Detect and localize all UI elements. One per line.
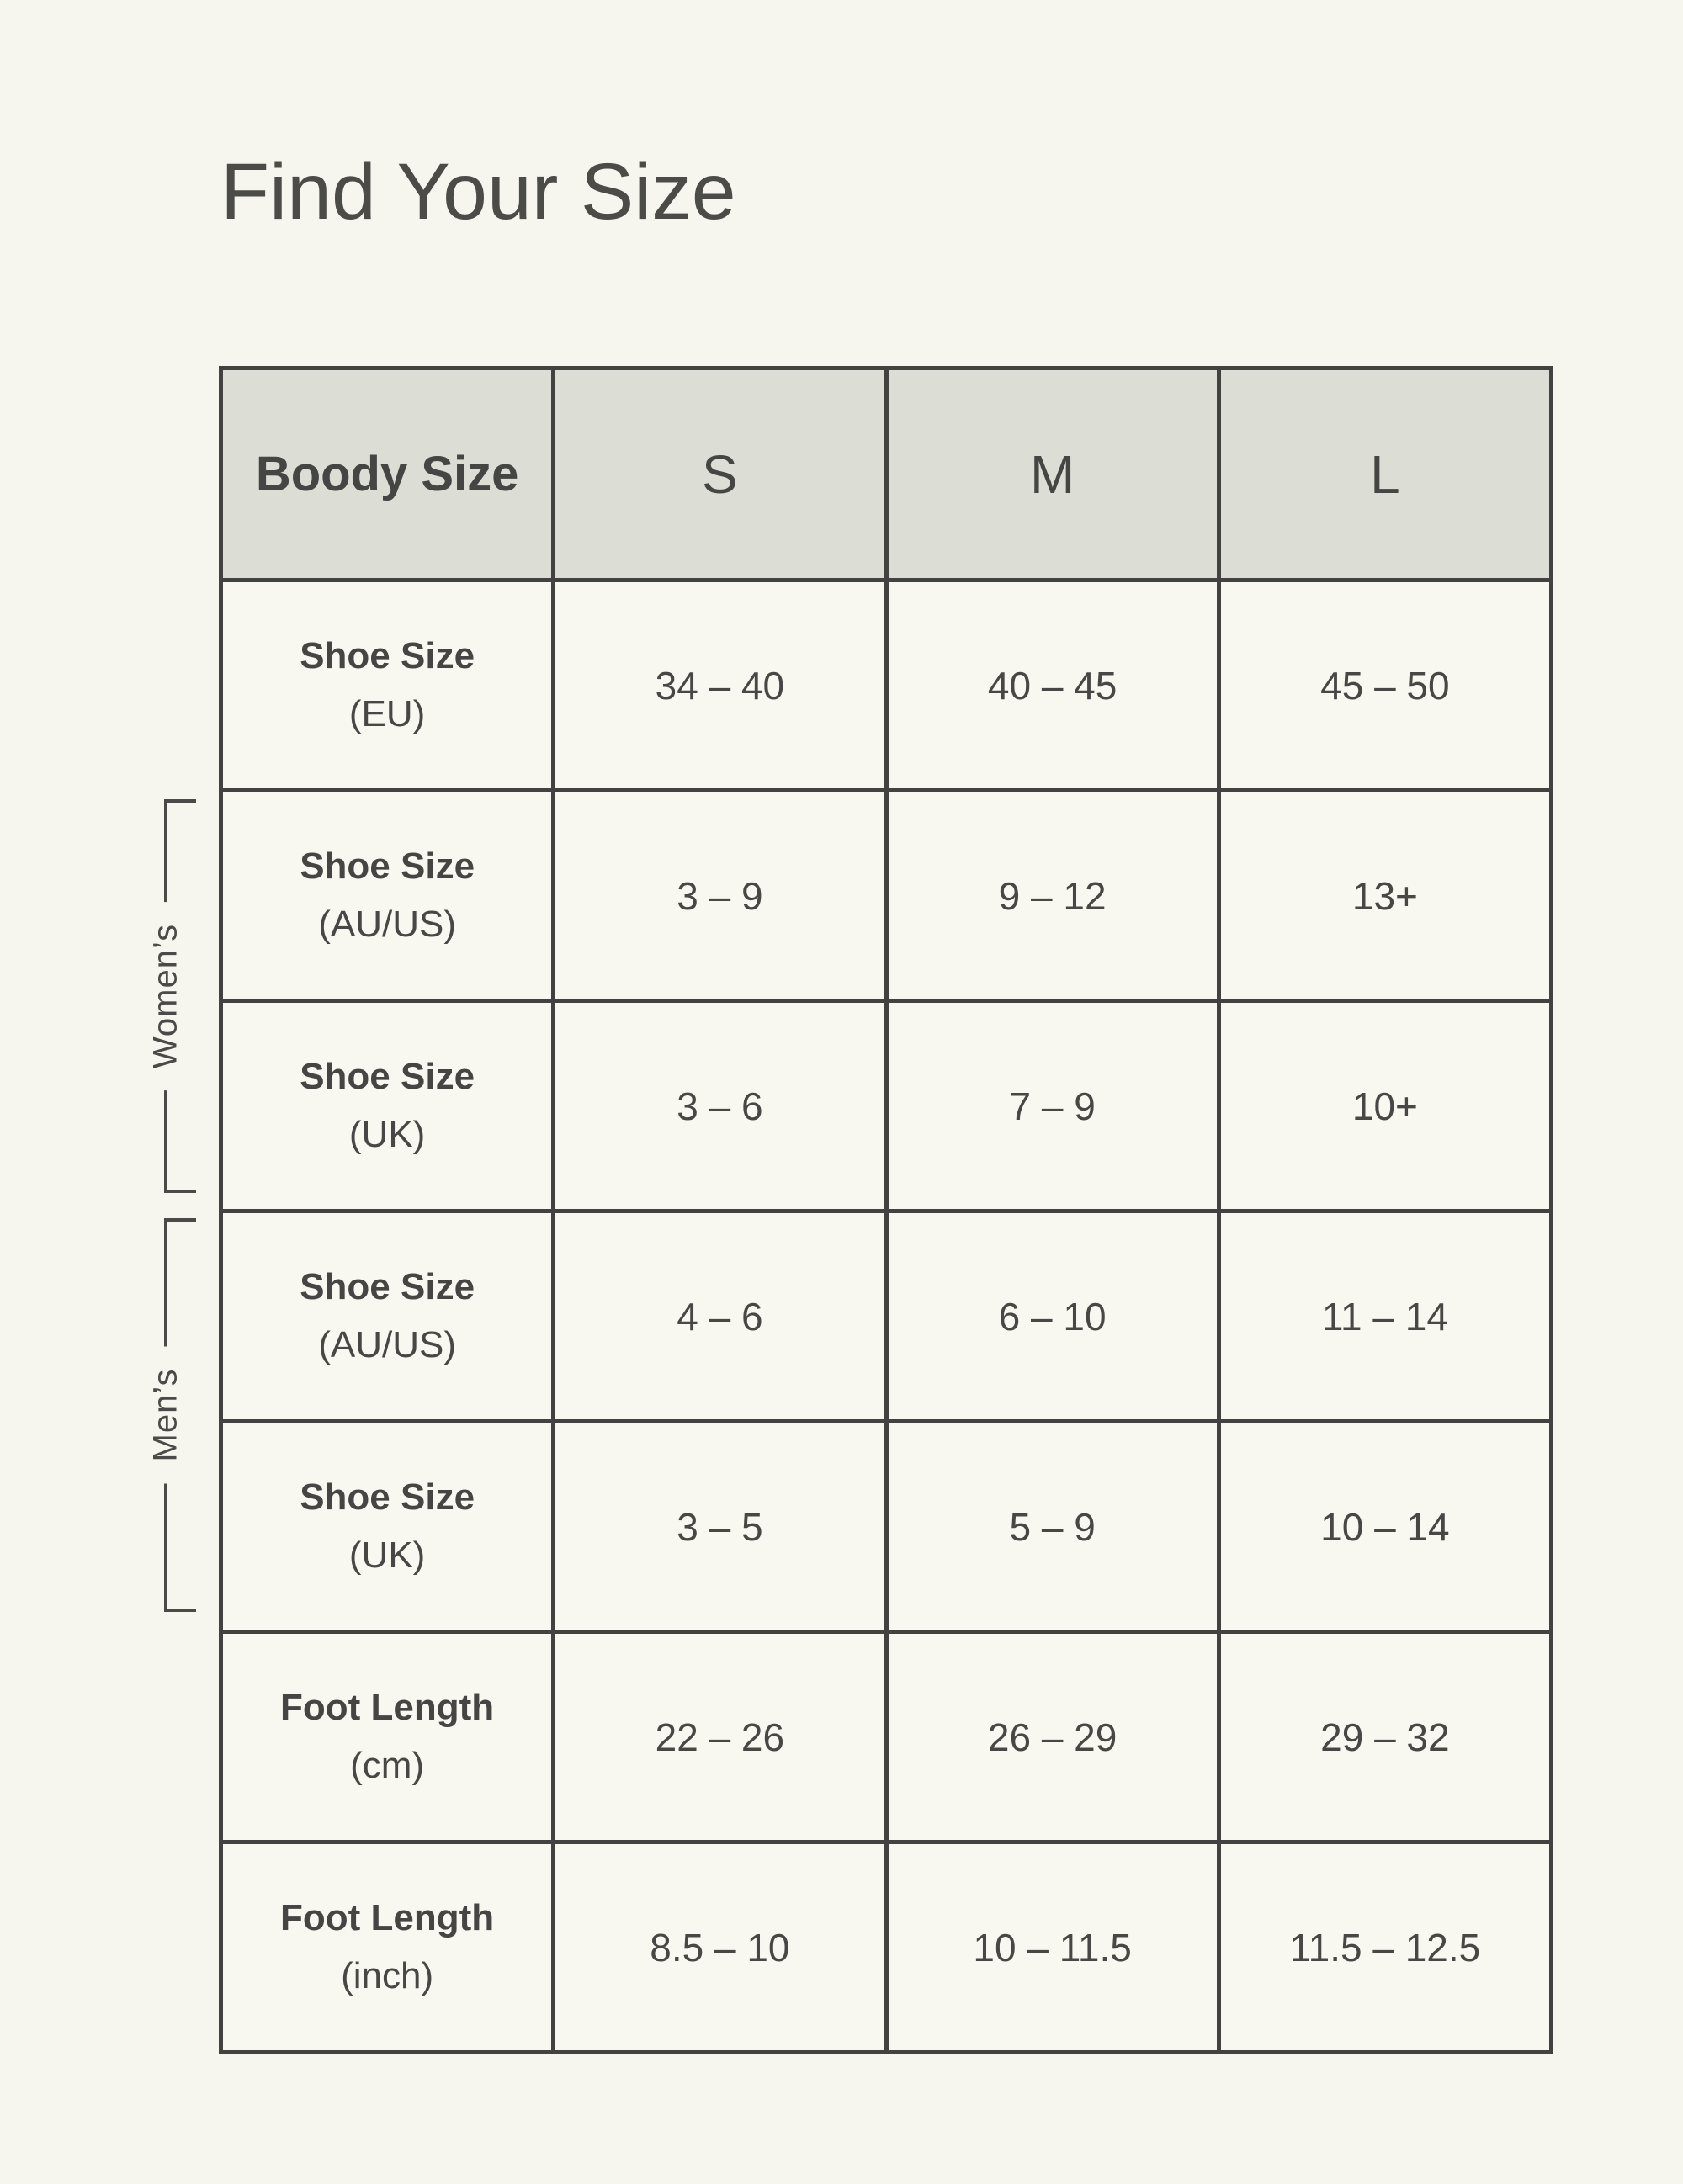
womens-group-label: Women’s	[146, 901, 185, 1091]
row-label: Shoe Size	[300, 1055, 475, 1097]
row-sublabel: (inch)	[341, 1954, 434, 1996]
cell-value: 11 – 14	[1216, 1209, 1554, 1423]
cell-value: 10+	[1216, 999, 1554, 1213]
cell-value: 9 – 12	[884, 788, 1221, 1003]
table-row-foot-length-inch: Foot Length (inch) 8.5 – 10 10 – 11.5 11…	[218, 1840, 1554, 2054]
cell-value: 4 – 6	[551, 1209, 889, 1423]
size-chart-table: Boody Size S M L Shoe Size (EU) 34 – 40 …	[218, 366, 1554, 2054]
table-row-mens-shoe-size-auus: Shoe Size (AU/US) 4 – 6 6 – 10 11 – 14	[218, 1209, 1554, 1423]
header-size-s: S	[551, 366, 889, 582]
row-header-shoe-size-eu: Shoe Size (EU)	[218, 578, 556, 792]
womens-group-bracket: Women’s	[146, 799, 196, 1193]
row-label: Foot Length	[280, 1896, 495, 1938]
row-label: Shoe Size	[300, 1476, 475, 1518]
cell-value: 3 – 5	[551, 1419, 889, 1634]
cell-value: 6 – 10	[884, 1209, 1221, 1423]
row-sublabel: (EU)	[348, 692, 426, 734]
header-size-l: L	[1216, 366, 1554, 582]
cell-value: 10 – 11.5	[884, 1840, 1221, 2054]
cell-value: 11.5 – 12.5	[1216, 1840, 1554, 2054]
header-size-m: M	[884, 366, 1221, 582]
cell-value: 45 – 50	[1216, 578, 1554, 792]
cell-value: 8.5 – 10	[551, 1840, 889, 2054]
cell-value: 3 – 9	[551, 788, 889, 1003]
cell-value: 29 – 32	[1216, 1630, 1554, 1844]
cell-value: 7 – 9	[884, 999, 1221, 1213]
cell-value: 3 – 6	[551, 999, 889, 1213]
row-header-foot-length-cm: Foot Length (cm)	[218, 1630, 556, 1844]
row-header-foot-length-inch: Foot Length (inch)	[218, 1840, 556, 2054]
row-label: Shoe Size	[300, 1265, 475, 1307]
row-header-womens-shoe-size-uk: Shoe Size (UK)	[218, 999, 556, 1213]
mens-group-bracket: Men’s	[146, 1218, 196, 1612]
cell-value: 13+	[1216, 788, 1554, 1003]
row-header-mens-shoe-size-auus: Shoe Size (AU/US)	[218, 1209, 556, 1423]
table-row-womens-shoe-size-uk: Shoe Size (UK) 3 – 6 7 – 9 10+	[218, 999, 1554, 1213]
header-boody-size: Boody Size	[218, 366, 556, 582]
row-sublabel: (UK)	[348, 1113, 426, 1155]
row-label: Shoe Size	[300, 845, 475, 887]
row-sublabel: (AU/US)	[318, 903, 457, 945]
row-header-mens-shoe-size-uk: Shoe Size (UK)	[218, 1419, 556, 1634]
table-row-shoe-size-eu: Shoe Size (EU) 34 – 40 40 – 45 45 – 50	[218, 578, 1554, 792]
page-title: Find Your Size	[220, 147, 736, 236]
table-row-foot-length-cm: Foot Length (cm) 22 – 26 26 – 29 29 – 32	[218, 1630, 1554, 1844]
cell-value: 40 – 45	[884, 578, 1221, 792]
row-label: Foot Length	[280, 1686, 495, 1728]
cell-value: 26 – 29	[884, 1630, 1221, 1844]
row-sublabel: (AU/US)	[318, 1323, 457, 1365]
cell-value: 5 – 9	[884, 1419, 1221, 1634]
row-label: Shoe Size	[300, 634, 475, 676]
cell-value: 10 – 14	[1216, 1419, 1554, 1634]
cell-value: 22 – 26	[551, 1630, 889, 1844]
table-row-womens-shoe-size-auus: Shoe Size (AU/US) 3 – 9 9 – 12 13+	[218, 788, 1554, 1003]
mens-group-label: Men’s	[146, 1346, 185, 1484]
table-header-row: Boody Size S M L	[218, 366, 1554, 582]
row-header-womens-shoe-size-auus: Shoe Size (AU/US)	[218, 788, 556, 1003]
row-sublabel: (UK)	[348, 1534, 426, 1576]
row-sublabel: (cm)	[350, 1744, 425, 1786]
cell-value: 34 – 40	[551, 578, 889, 792]
table-row-mens-shoe-size-uk: Shoe Size (UK) 3 – 5 5 – 9 10 – 14	[218, 1419, 1554, 1634]
